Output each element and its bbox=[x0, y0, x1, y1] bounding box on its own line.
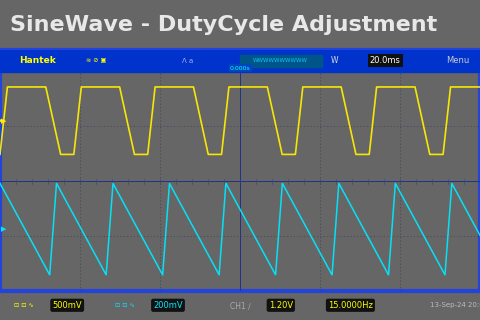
Text: SineWave - DutyCycle Adjustment: SineWave - DutyCycle Adjustment bbox=[10, 15, 437, 35]
Text: WWWWWWWWWW: WWWWWWWWWW bbox=[253, 58, 308, 63]
Text: W: W bbox=[331, 56, 339, 65]
Text: CH1 ∕: CH1 ∕ bbox=[230, 301, 251, 310]
Text: 20.0ms: 20.0ms bbox=[370, 56, 400, 65]
Text: ≋ ⊘ ▣: ≋ ⊘ ▣ bbox=[86, 58, 107, 63]
Text: 500mV: 500mV bbox=[52, 301, 82, 310]
Text: ⊡ ⊡ ∿: ⊡ ⊡ ∿ bbox=[14, 303, 34, 308]
Text: ᐱ a: ᐱ a bbox=[182, 58, 193, 64]
Bar bbox=[0, 50, 480, 72]
Bar bbox=[240, 55, 322, 67]
Text: ⊡ ⊡ ∿: ⊡ ⊡ ∿ bbox=[115, 303, 135, 308]
Text: 1.20V: 1.20V bbox=[269, 301, 293, 310]
Text: ▶: ▶ bbox=[1, 118, 7, 124]
Text: 0.000s: 0.000s bbox=[229, 66, 251, 71]
Text: Hantek: Hantek bbox=[19, 56, 56, 65]
Text: 13-Sep-24 20:07: 13-Sep-24 20:07 bbox=[430, 302, 480, 308]
Text: Menu: Menu bbox=[446, 56, 469, 65]
Text: 200mV: 200mV bbox=[153, 301, 183, 310]
Text: ▶: ▶ bbox=[1, 226, 7, 232]
Text: 15.0000Hz: 15.0000Hz bbox=[328, 301, 373, 310]
